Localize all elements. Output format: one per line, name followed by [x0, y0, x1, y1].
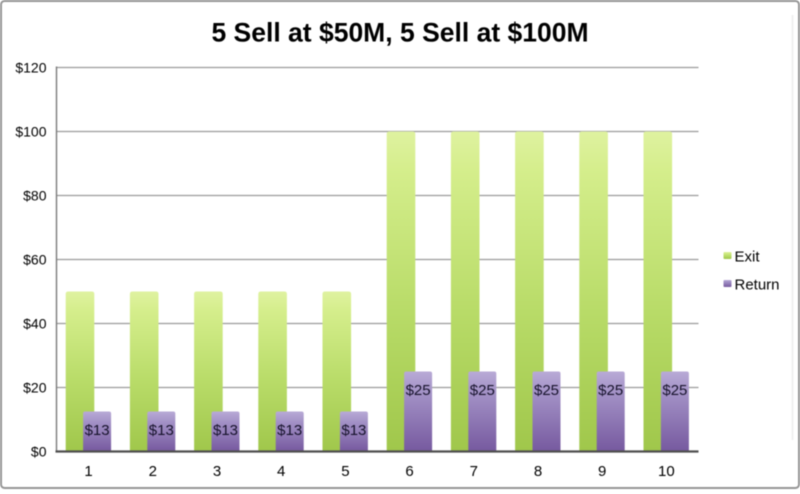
svg-text:$80: $80 — [23, 188, 47, 204]
svg-text:5 Sell at $50M, 5 Sell at $100: 5 Sell at $50M, 5 Sell at $100M — [211, 18, 588, 48]
svg-text:1: 1 — [84, 463, 92, 480]
svg-text:Return: Return — [735, 277, 780, 294]
svg-text:$13: $13 — [277, 422, 302, 439]
svg-text:$13: $13 — [341, 422, 366, 439]
svg-text:9: 9 — [598, 463, 606, 480]
svg-text:$120: $120 — [15, 60, 46, 76]
svg-text:$25: $25 — [534, 382, 559, 399]
svg-text:4: 4 — [277, 463, 285, 480]
svg-text:$25: $25 — [662, 382, 687, 399]
svg-text:10: 10 — [658, 463, 675, 480]
svg-text:$13: $13 — [213, 422, 238, 439]
svg-text:7: 7 — [470, 463, 478, 480]
svg-text:$60: $60 — [23, 252, 47, 268]
svg-text:3: 3 — [213, 463, 221, 480]
svg-text:$20: $20 — [23, 380, 47, 396]
svg-text:8: 8 — [534, 463, 542, 480]
svg-text:5: 5 — [341, 463, 349, 480]
svg-text:$0: $0 — [31, 444, 47, 460]
svg-text:$40: $40 — [23, 316, 47, 332]
svg-text:Exit: Exit — [735, 249, 761, 266]
svg-text:2: 2 — [149, 463, 157, 480]
svg-text:$100: $100 — [15, 124, 46, 140]
svg-text:$13: $13 — [85, 422, 110, 439]
svg-text:$25: $25 — [406, 382, 431, 399]
svg-text:$25: $25 — [598, 382, 623, 399]
svg-text:6: 6 — [405, 463, 413, 480]
svg-text:$25: $25 — [470, 382, 495, 399]
svg-text:$13: $13 — [149, 422, 174, 439]
